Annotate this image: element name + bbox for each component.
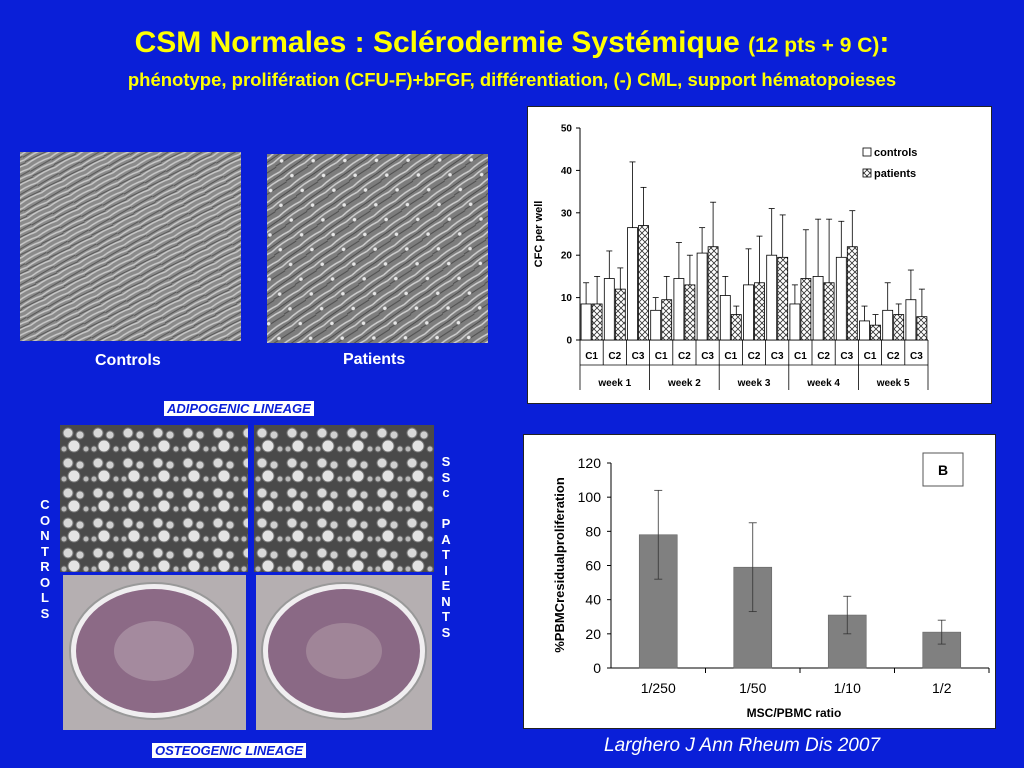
x-tick-label: 1/10 [834, 680, 861, 696]
y-tick-label: 60 [585, 558, 601, 574]
category-label: C3 [910, 351, 923, 362]
y-tick-label: 40 [585, 592, 601, 608]
patients-bar [916, 316, 928, 341]
y-tick-label: 80 [585, 523, 601, 539]
category-label: C2 [817, 351, 830, 362]
adipogenic-lineage-label: ADIPOGENIC LINEAGE [164, 401, 314, 416]
y-tick-label: 30 [561, 208, 573, 219]
x-tick-label: 1/250 [641, 680, 676, 696]
controls-bar [650, 309, 662, 341]
y-tick-label: 40 [561, 166, 573, 177]
controls-bar [627, 227, 638, 341]
patients-bar [777, 256, 789, 341]
x-tick-label: 1/2 [932, 680, 952, 696]
category-label: C1 [724, 351, 737, 362]
patients-bar [684, 284, 696, 341]
patients-bar [800, 278, 812, 341]
y-axis-title: %PBMCresidualproliferation [552, 477, 567, 653]
controls-bar [580, 303, 592, 341]
legend-patients-swatch [862, 168, 872, 178]
category-label: C3 [632, 351, 645, 362]
category-label: C3 [701, 351, 714, 362]
pbmc-chart: 0 20 40 60 80 100 120 %PBMCresidualproliferatio… [552, 452, 990, 720]
category-label: C1 [655, 351, 668, 362]
legend-controls-swatch [862, 147, 872, 157]
pbmc-chart-panel: 0 20 40 60 80 100 120 %PBMCresidualproliferatio… [523, 434, 996, 729]
group-label: week 1 [597, 378, 631, 389]
y-tick-label: 10 [561, 293, 573, 304]
category-label: C3 [840, 351, 853, 362]
controls-bar [743, 284, 754, 341]
controls-culture-photo [20, 152, 241, 341]
cfc-chart: 0 10 20 30 40 50 CFC per well C1 C2 C3 C1 C2 C3 C1 C2 C… [533, 124, 929, 390]
patients-bar [638, 225, 649, 341]
legend-patients-label: patients [874, 168, 916, 180]
patients-bar [661, 299, 673, 341]
panel-badge: B [938, 462, 948, 478]
y-tick-label: 20 [561, 251, 573, 262]
citation: Larghero J Ann Rheum Dis 2007 [604, 735, 881, 756]
category-label: C2 [748, 351, 761, 362]
x-axis-title: MSC/PBMC ratio [747, 706, 842, 720]
title-main: CSM Normales : Sclérodermie Systémique [134, 26, 740, 59]
category-label: C2 [608, 351, 621, 362]
patients-bar [893, 314, 905, 341]
controls-bar [859, 320, 870, 341]
patients-bar [846, 246, 858, 341]
patients-bar [754, 282, 765, 341]
controls-osteogenic-dish-photo [63, 575, 246, 730]
group-label: week 3 [737, 378, 771, 389]
patients-bar [730, 314, 742, 341]
title-paren: (12 pts + 9 C) [748, 34, 880, 57]
y-tick-label: 0 [593, 660, 601, 676]
patients-osteogenic-dish-photo [256, 575, 432, 730]
controls-bar [789, 303, 801, 341]
controls-adipogenic-photo [60, 425, 248, 572]
group-label: week 5 [876, 378, 910, 389]
category-label: C1 [585, 351, 598, 362]
controls-bar [882, 309, 894, 341]
patients-bar [614, 288, 626, 341]
patients-adipogenic-photo [254, 425, 434, 572]
category-label: C1 [794, 351, 807, 362]
category-label: C1 [864, 351, 877, 362]
group-label: week 4 [806, 378, 840, 389]
vertical-controls-label: C O N T R O L S [39, 497, 51, 621]
y-axis-title: CFC per well [533, 201, 545, 268]
patients-bar [870, 324, 881, 341]
title-colon: : [879, 26, 890, 59]
legend-controls-label: controls [874, 147, 917, 159]
panel-badge-box [922, 452, 964, 487]
category-label: C2 [887, 351, 900, 362]
y-tick-label: 100 [578, 489, 602, 505]
category-label: C3 [771, 351, 784, 362]
slide-subtitle: phénotype, prolifération (CFU-F)+bFGF, d… [127, 69, 897, 90]
patients-caption: Patients [343, 351, 406, 368]
controls-bar [696, 252, 708, 341]
osteogenic-lineage-label: OSTEOGENIC LINEAGE [152, 743, 307, 758]
controls-bar [812, 275, 824, 341]
controls-caption: Controls [95, 352, 161, 369]
x-tick-label: 1/50 [739, 680, 766, 696]
controls-bar [673, 278, 685, 341]
y-tick-label: 0 [566, 336, 572, 347]
controls-bar [835, 256, 847, 341]
controls-bar [603, 278, 615, 341]
group-label: week 2 [667, 378, 701, 389]
patients-bar [591, 303, 603, 341]
controls-bar [766, 254, 778, 341]
y-tick-label: 120 [578, 455, 602, 471]
y-tick-label: 20 [585, 626, 601, 642]
cfc-chart-panel: 0 10 20 30 40 50 CFC per well C1 C2 C3 C1 C2 C3 C1 C2 C… [527, 106, 992, 404]
patients-culture-photo [267, 154, 488, 343]
patients-bar [707, 246, 719, 341]
vertical-patients-label: S S c P A T I E N T S [441, 454, 451, 640]
slide-title: CSM Normales : Sclérodermie Systémique (… [0, 26, 1024, 60]
y-tick-label: 50 [561, 124, 573, 135]
category-label: C2 [678, 351, 691, 362]
controls-bar [905, 299, 917, 341]
patients-bar [823, 282, 835, 341]
controls-bar [719, 295, 731, 341]
